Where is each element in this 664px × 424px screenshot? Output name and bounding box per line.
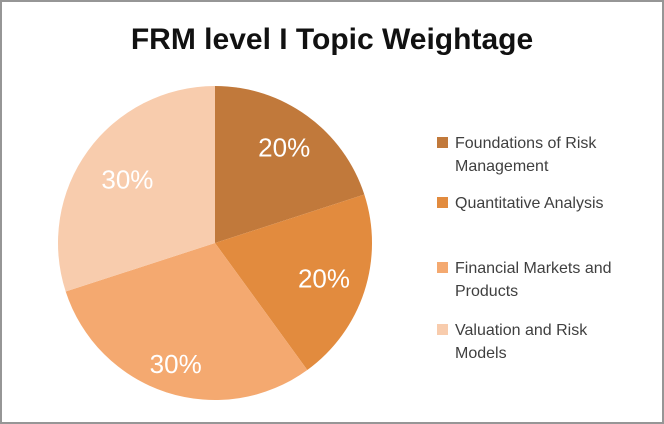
pie-slice-valuation-and-risk-models xyxy=(57,86,216,292)
legend-item-financial-markets-and-products: Financial Markets and Products xyxy=(437,257,625,303)
pie-data-label: 30% xyxy=(150,349,202,379)
legend-swatch-icon xyxy=(437,262,448,273)
legend-swatch-icon xyxy=(437,324,448,335)
legend-label: Valuation and Risk Models xyxy=(455,322,588,362)
pie-slice-financial-markets-and-products xyxy=(65,243,308,401)
pie-data-label: 20% xyxy=(258,133,310,163)
legend-item-valuation-and-risk-models: Valuation and Risk Models xyxy=(437,319,625,365)
pie-data-label: 20% xyxy=(298,263,350,293)
chart-legend: Foundations of Risk Management Quantitati… xyxy=(437,2,625,422)
legend-label: Financial Markets and Products xyxy=(455,260,612,300)
chart-title: FRM level I Topic Weightage xyxy=(130,23,534,56)
pie-slice-foundations-of-risk-management xyxy=(215,86,365,243)
legend-swatch-icon xyxy=(437,137,448,148)
pie-slice-quantitative-analysis xyxy=(215,194,373,371)
legend-label: Foundations of Risk Management xyxy=(455,135,597,175)
legend-item-foundations-of-risk-management: Foundations of Risk Management xyxy=(437,132,625,178)
legend-label: Quantitative Analysis xyxy=(455,195,604,212)
pie-data-label: 30% xyxy=(101,164,153,194)
legend-item-quantitative-analysis: Quantitative Analysis xyxy=(437,192,625,215)
legend-swatch-icon xyxy=(437,197,448,208)
